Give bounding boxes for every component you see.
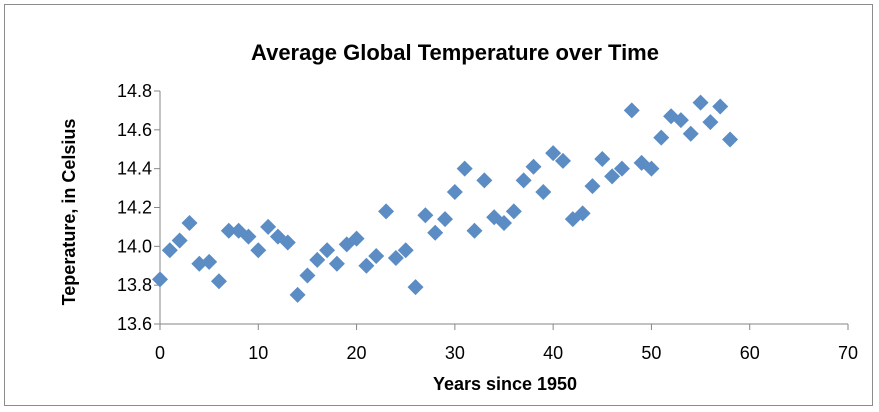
data-point (299, 267, 316, 284)
x-tick-label: 10 (248, 343, 268, 363)
data-point (446, 183, 463, 200)
data-point (604, 168, 621, 185)
data-point (545, 145, 562, 162)
data-point (417, 207, 434, 224)
data-point (466, 222, 483, 239)
data-point (387, 249, 404, 266)
data-point (535, 183, 552, 200)
x-tick-label: 30 (445, 343, 465, 363)
data-point (613, 160, 630, 177)
data-point (682, 125, 699, 142)
data-point (712, 98, 729, 115)
data-point (496, 215, 512, 232)
data-point (378, 203, 395, 220)
data-point (161, 242, 178, 259)
data-point (348, 230, 365, 247)
data-point (309, 251, 326, 268)
data-points (152, 94, 739, 303)
axes (154, 90, 849, 330)
data-point (505, 203, 522, 220)
data-point (289, 286, 306, 303)
data-point (171, 232, 188, 249)
data-point (554, 152, 571, 169)
y-tick-label: 14.8 (117, 81, 152, 101)
data-point (397, 242, 414, 259)
data-point (191, 255, 208, 272)
data-point (220, 222, 237, 239)
data-point (584, 178, 601, 195)
data-point (240, 228, 257, 245)
data-point (279, 234, 296, 251)
data-point (476, 172, 493, 189)
data-point (210, 273, 227, 290)
data-point (456, 160, 473, 177)
tick-labels: 13.6 13.8 14.0 14.2 14.4 14.6 14.8 0 10 20 30 40 50 6… (117, 81, 858, 363)
chart-frame (4, 4, 873, 406)
data-point (702, 114, 719, 131)
x-tick-label: 20 (347, 343, 367, 363)
y-tick-label: 13.6 (117, 314, 152, 334)
data-point (407, 279, 424, 296)
chart-title: Average Global Temperature over Time (251, 40, 659, 65)
y-tick-label: 14.2 (117, 198, 152, 218)
data-point (653, 129, 670, 146)
data-point (672, 112, 689, 129)
x-tick-label: 40 (543, 343, 563, 363)
data-point (181, 215, 198, 232)
data-point (319, 242, 336, 259)
y-tick-label: 14.6 (117, 120, 152, 140)
x-axis-label: Years since 1950 (433, 374, 577, 394)
data-point (328, 255, 345, 272)
data-point (515, 172, 532, 189)
y-tick-label: 14.4 (117, 159, 152, 179)
y-tick-label: 14.0 (117, 236, 152, 256)
data-point (437, 211, 454, 228)
data-point (260, 218, 277, 235)
x-tick-label: 70 (838, 343, 858, 363)
data-point (594, 150, 611, 167)
x-tick-label: 60 (740, 343, 760, 363)
data-point (201, 253, 218, 270)
data-point (250, 242, 267, 259)
data-point (574, 205, 591, 222)
data-point (152, 271, 168, 288)
data-point (623, 102, 640, 119)
x-tick-label: 50 (641, 343, 661, 363)
data-point (692, 94, 709, 111)
data-point (643, 160, 660, 177)
y-tick-label: 13.8 (117, 275, 152, 295)
data-point (358, 257, 375, 274)
data-point (427, 224, 444, 241)
data-point (722, 131, 739, 148)
data-point (368, 248, 385, 265)
data-point (525, 158, 542, 175)
x-tick-label: 0 (155, 343, 165, 363)
y-axis-label: Teperature, in Celsius (59, 119, 79, 306)
